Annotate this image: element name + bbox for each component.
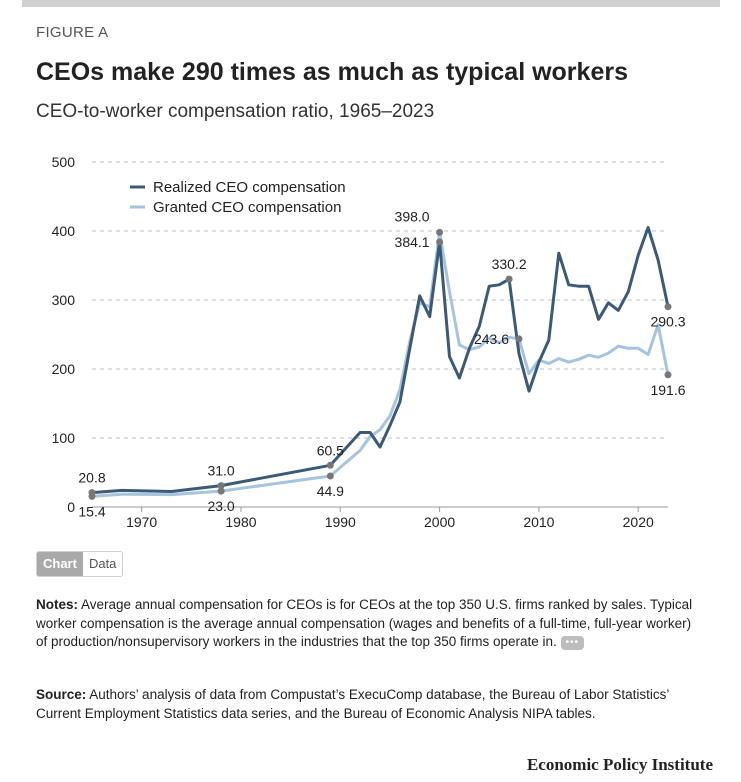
data-point-marker [217, 487, 225, 495]
data-label: 44.9 [317, 483, 344, 499]
data-tab[interactable]: Data [82, 552, 123, 576]
data-label: 398.0 [395, 208, 430, 224]
data-label: 31.0 [207, 463, 234, 479]
data-point-marker [505, 275, 513, 283]
notes: Notes: Average annual compensation for C… [36, 596, 706, 652]
data-label: 243.6 [474, 331, 509, 347]
figure-label: FIGURE A [36, 24, 109, 41]
data-label: 23.0 [207, 498, 234, 514]
data-point-marker [664, 303, 672, 311]
y-tick-label: 100 [52, 430, 76, 446]
y-tick-label: 400 [52, 223, 76, 239]
chart-title: CEOs make 290 times as much as typical w… [36, 58, 628, 86]
notes-label: Notes: [36, 597, 79, 612]
granted-series-line [90, 230, 670, 498]
legend-label: Realized CEO compensation [153, 179, 346, 196]
x-tick-label: 1990 [325, 514, 356, 530]
y-tick-label: 200 [52, 361, 76, 377]
data-point-marker [326, 472, 334, 480]
view-toggle: Chart Data [36, 551, 124, 577]
source: Source: Authors’ analysis of data from C… [36, 686, 706, 723]
notes-text: Average annual compensation for CEOs is … [36, 597, 693, 650]
legend-label: Granted CEO compensation [153, 199, 341, 216]
x-tick-label: 1980 [225, 514, 256, 530]
x-tick-label: 2020 [623, 514, 654, 530]
data-point-marker [436, 238, 444, 246]
brand-logo-text: Economic Policy Institute [526, 755, 713, 774]
data-point-marker [515, 335, 523, 343]
source-text: Authors’ analysis of data from Compustat… [36, 687, 669, 721]
data-point-marker [217, 482, 225, 490]
data-point-marker [88, 492, 96, 500]
y-tick-label: 0 [67, 499, 75, 515]
data-point-marker [326, 461, 334, 469]
x-tick-label: 1970 [126, 514, 157, 530]
more-notes-button[interactable]: ••• [560, 635, 585, 650]
data-label: 20.8 [78, 470, 105, 486]
data-label: 15.4 [78, 503, 105, 519]
chart-tab[interactable]: Chart [37, 552, 83, 576]
data-label: 290.3 [650, 314, 685, 330]
top-accent-bar [22, 0, 720, 7]
chart-plot: 0 100 200 300 400 500 1970 1980 1990 2000 2010 2020… [52, 154, 686, 530]
x-tick-label: 2010 [523, 514, 554, 530]
data-label: 330.2 [492, 256, 527, 272]
y-tick-label: 300 [52, 292, 76, 308]
realized-series-line [90, 226, 670, 495]
source-label: Source: [36, 687, 87, 702]
data-point-marker [664, 371, 672, 379]
chart-subtitle: CEO-to-worker compensation ratio, 1965–2… [36, 101, 435, 122]
data-label: 60.5 [317, 442, 344, 458]
data-point-marker [436, 228, 444, 236]
x-tick-label: 2000 [424, 514, 455, 530]
y-tick-label: 500 [52, 154, 76, 170]
data-label: 191.6 [650, 382, 685, 398]
data-label: 384.1 [395, 234, 430, 250]
